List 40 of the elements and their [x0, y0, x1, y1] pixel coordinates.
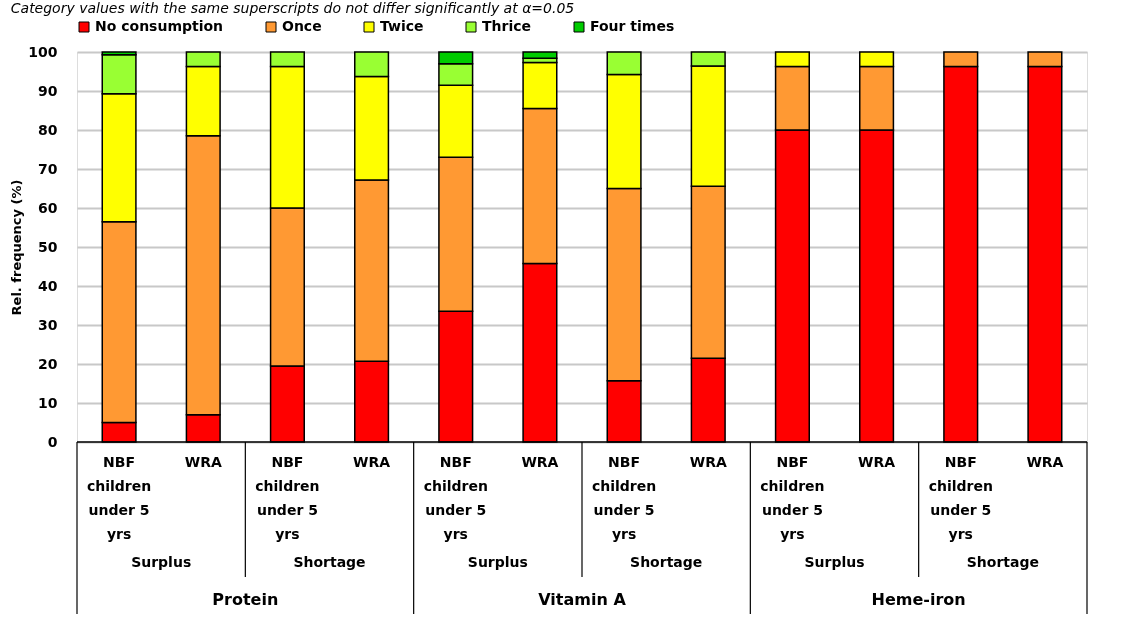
x-tick-label: NBF children under 5 yrs — [255, 454, 320, 542]
legend-label: Once — [282, 18, 322, 34]
text: Surplus — [804, 554, 865, 570]
y-tick-label: 80 — [38, 121, 58, 138]
text: Shortage — [966, 554, 1039, 570]
y-axis-title: Rel. frequency (%) — [9, 179, 25, 316]
x-tick-label: NBF children under 5 yrs — [760, 454, 825, 542]
x-tick-label: WRA — [1026, 454, 1064, 470]
y-tick-label: 10 — [38, 394, 58, 411]
y-tick-label: 60 — [38, 199, 58, 216]
x-tick-label: WRA — [689, 454, 727, 470]
x-tick-label: WRA — [353, 454, 391, 470]
y-tick-label: 100 — [28, 43, 58, 60]
y-tick-label: 20 — [38, 355, 58, 372]
x-tick-label: WRA — [184, 454, 222, 470]
text: Surplus — [467, 554, 528, 570]
y-tick-label: 90 — [38, 82, 58, 99]
bar — [522, 51, 558, 59]
text: Category values with the same superscripts do not differ significantly at α=0.05 — [10, 0, 575, 16]
legend-label: Twice — [380, 18, 424, 34]
text: Shortage — [293, 554, 366, 570]
y-tick-label: 40 — [38, 277, 58, 294]
y-tick-label: 30 — [38, 316, 58, 333]
x-tick-label: NBF children under 5 yrs — [928, 454, 993, 542]
x-tick-label: WRA — [521, 454, 559, 470]
x-tick-label: NBF children under 5 yrs — [86, 454, 152, 542]
x-tick-label: NBF children under 5 yrs — [591, 454, 657, 542]
text: Heme-iron — [871, 590, 966, 609]
text: Surplus — [131, 554, 192, 570]
text: Protein — [212, 590, 279, 609]
text: Shortage — [630, 554, 703, 570]
y-tick-label: 50 — [38, 238, 58, 255]
legend-label: No consumption — [95, 18, 224, 34]
text: Vitamin A — [538, 590, 627, 609]
y-tick-label: 70 — [38, 160, 58, 177]
legend-label: Thrice — [482, 18, 532, 34]
y-tick-label: 0 — [47, 433, 58, 450]
legend-label: Four times — [590, 18, 675, 34]
x-tick-label: WRA — [858, 454, 896, 470]
x-tick-label: NBF children under 5 yrs — [423, 454, 488, 542]
